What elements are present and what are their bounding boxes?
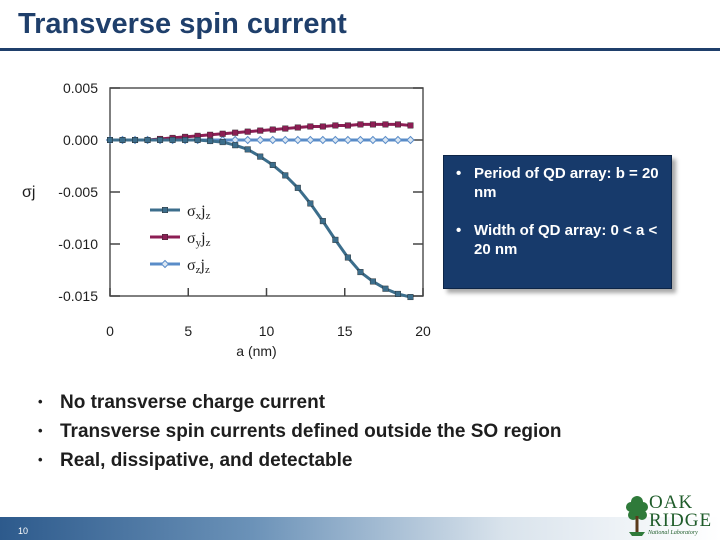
data-point <box>357 121 364 128</box>
y-tick-label: -0.015 <box>58 288 98 304</box>
callout-item-width: • Width of QD array: 0 < a < 20 nm <box>456 221 664 259</box>
callout-text: Width of QD array: 0 < a < 20 nm <box>474 222 658 258</box>
data-point <box>132 136 139 143</box>
data-point <box>256 135 265 145</box>
data-point <box>368 135 378 145</box>
data-point <box>294 184 301 191</box>
data-point <box>406 135 415 145</box>
x-tick-label: 5 <box>184 323 192 339</box>
spin-current-chart: 0.005 0.000 -0.005 -0.010 -0.015 0 5 10 15 20 a (n… <box>22 80 431 359</box>
data-point <box>219 139 226 146</box>
title-rule <box>0 48 720 51</box>
data-point <box>394 121 401 128</box>
ornl-logo: OAK RIDGE National Laboratory <box>624 492 716 538</box>
data-point <box>407 294 414 301</box>
data-point <box>293 135 303 145</box>
data-point <box>357 269 364 276</box>
data-point <box>344 122 351 129</box>
data-point <box>232 129 239 136</box>
page-title: Transverse spin current <box>18 8 347 40</box>
x-tick-label: 0 <box>106 323 114 339</box>
data-point <box>369 121 376 128</box>
callout-item-period: • Period of QD array: b = 20 nm <box>456 164 664 202</box>
data-point <box>160 259 170 269</box>
data-point <box>394 290 401 297</box>
footer-bar <box>0 517 720 540</box>
data-point <box>356 135 365 145</box>
x-axis-label: a (nm) <box>236 343 276 359</box>
data-point <box>157 136 164 143</box>
data-point <box>244 128 251 135</box>
data-point <box>382 121 389 128</box>
data-point <box>268 135 277 145</box>
data-point <box>381 135 390 145</box>
legend-label: σxjz <box>187 203 211 222</box>
y-tick-label: -0.005 <box>58 184 98 200</box>
data-point <box>307 123 314 130</box>
bullet-icon: • <box>38 452 43 467</box>
data-point <box>294 124 301 131</box>
qd-array-callout: • Period of QD array: b = 20 nm • Width … <box>443 155 672 289</box>
oak-tree-icon <box>626 496 648 536</box>
bullet-text: No transverse charge current <box>60 392 326 413</box>
data-point <box>393 135 403 145</box>
data-point <box>257 153 264 160</box>
y-tick-label: 0.005 <box>63 80 98 96</box>
data-point <box>344 254 351 261</box>
data-point <box>407 122 414 129</box>
x-tick-label: 20 <box>415 323 431 339</box>
data-point <box>257 127 264 134</box>
data-point <box>106 136 113 143</box>
data-point <box>119 136 126 143</box>
logo-subtext: National Laboratory <box>648 530 698 536</box>
data-point <box>331 135 340 145</box>
data-point <box>343 135 353 145</box>
data-point <box>244 146 251 153</box>
data-point <box>282 172 289 179</box>
data-point <box>219 130 226 137</box>
x-tick-label: 10 <box>259 323 275 339</box>
data-point <box>306 135 315 145</box>
data-point <box>332 236 339 243</box>
legend-label: σyjz <box>187 230 211 249</box>
logo-text: RIDGE <box>649 510 713 531</box>
page-number: 10 <box>18 526 29 536</box>
data-point <box>269 161 276 168</box>
data-point <box>382 285 389 292</box>
data-point <box>194 136 201 143</box>
data-point <box>307 200 314 207</box>
data-point <box>269 126 276 133</box>
data-point <box>369 278 376 285</box>
data-point <box>281 135 290 145</box>
y-tick-label: -0.010 <box>58 236 98 252</box>
data-point <box>319 123 326 130</box>
bullet-icon: • <box>456 165 462 182</box>
data-point <box>282 125 289 132</box>
data-point <box>182 136 189 143</box>
data-point <box>332 122 339 129</box>
data-point <box>161 233 168 240</box>
data-point <box>243 135 252 145</box>
data-point <box>144 136 151 143</box>
bullet-text: Transverse spin currents defined outside… <box>60 421 562 442</box>
callout-text: Period of QD array: b = 20 nm <box>474 165 659 201</box>
data-point <box>207 131 214 138</box>
bullet-icon: • <box>38 394 43 409</box>
data-point <box>232 142 239 149</box>
y-tick-label: 0.000 <box>63 132 98 148</box>
data-point <box>319 218 326 225</box>
data-point <box>161 206 168 213</box>
bullet-text: Real, dissipative, and detectable <box>60 450 353 471</box>
bullet-icon: • <box>38 423 43 438</box>
legend-label: σzjz <box>187 257 210 276</box>
logo-text: OAK <box>649 492 694 513</box>
y-axis-label: σj <box>22 184 35 201</box>
data-point <box>318 135 328 145</box>
data-point <box>169 136 176 143</box>
x-tick-label: 15 <box>337 323 353 339</box>
data-point <box>207 138 214 145</box>
bullet-icon: • <box>456 222 462 239</box>
